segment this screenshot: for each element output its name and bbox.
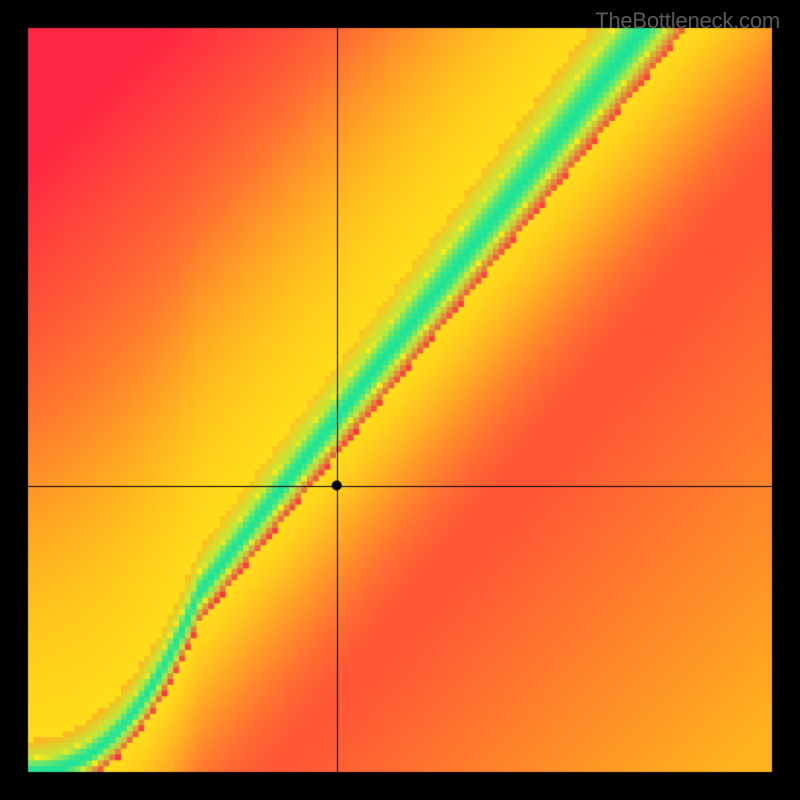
chart-container: { "watermark": "TheBottleneck.com", "can…: [0, 0, 800, 800]
watermark: TheBottleneck.com: [595, 8, 780, 34]
bottleneck-heatmap: [0, 0, 800, 800]
